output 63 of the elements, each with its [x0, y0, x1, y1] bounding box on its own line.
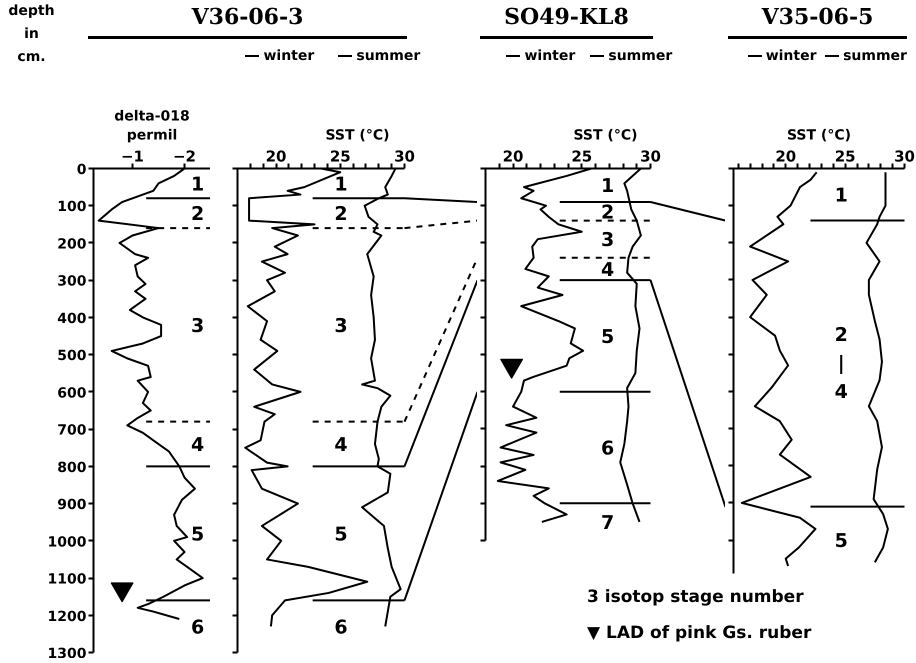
y-tick-label: 700: [57, 422, 87, 439]
annotation: 3: [600, 229, 614, 252]
annotation: 2: [334, 203, 348, 226]
x-axis-title: SST (°C): [325, 128, 390, 144]
y-tick-label: 400: [57, 310, 87, 327]
annotation: 2: [191, 203, 204, 226]
annotation: 6: [334, 616, 348, 638]
legend-label: summer: [607, 48, 674, 64]
x-tick-label: 30: [640, 148, 661, 166]
annotation: 5: [191, 523, 204, 546]
x-tick-label: 25: [571, 148, 592, 166]
annotation: 2 | 4: [834, 324, 848, 404]
text: ▼ LAD of pink Gs. ruber: [587, 623, 812, 643]
x-axis-title: delta-018 permil: [114, 108, 190, 144]
y-tick-label: 0: [76, 162, 87, 178]
text: 3 isotop stage number: [587, 587, 804, 607]
legend-label: winter: [262, 48, 316, 64]
y-axis-title: depth in cm.: [7, 2, 56, 67]
annotation: 4: [334, 434, 348, 456]
legend-label: summer: [355, 48, 422, 64]
annotation: 6: [600, 438, 614, 460]
annotation: 4: [600, 258, 614, 281]
annotation: 1: [834, 184, 848, 207]
y-tick-label: 1200: [48, 608, 87, 625]
annotation: 5: [600, 326, 614, 348]
x-tick-label: −1: [120, 148, 144, 166]
x-axis-title: SST (°C): [786, 128, 852, 144]
y-tick-label: 600: [57, 385, 87, 402]
annotation: 6: [191, 616, 204, 638]
x-axis-title: SST (°C): [573, 128, 638, 144]
chart-title: SO49-KL8: [480, 0, 653, 39]
x-tick-label: 20: [502, 148, 524, 166]
annotation: 3: [334, 314, 348, 337]
annotation: 3: [191, 314, 204, 337]
annotation: 1: [600, 175, 614, 198]
legend-label: winter: [764, 48, 818, 64]
annotation: 1: [191, 173, 204, 196]
annotation: 5: [334, 523, 348, 546]
annotation: 5: [834, 530, 848, 552]
y-tick-label: 1300: [48, 646, 87, 662]
y-tick-label: 1000: [48, 534, 87, 550]
y-tick-label: 100: [57, 199, 87, 216]
annotation: 1: [334, 173, 348, 196]
legend-label: winter: [523, 48, 576, 64]
y-tick-label: 800: [57, 460, 87, 476]
x-tick-label: 25: [834, 148, 856, 166]
x-tick-label: 20: [775, 148, 796, 166]
x-tick-label: 30: [894, 148, 915, 166]
y-tick-label: 500: [57, 348, 87, 364]
y-tick-label: 1100: [48, 572, 87, 588]
x-tick-label: 20: [266, 148, 286, 166]
y-tick-label: 900: [57, 497, 87, 514]
x-tick-label: −2: [172, 148, 196, 166]
x-tick-label: 25: [330, 148, 351, 166]
y-tick-label: 200: [57, 236, 87, 252]
annotation: 4: [191, 434, 204, 456]
chart-title: V35-06-5: [728, 0, 907, 39]
annotation: 2: [600, 201, 614, 224]
legend-label: summer: [842, 48, 908, 64]
chart-title: V36-06-3: [88, 0, 407, 39]
x-tick-label: 30: [394, 148, 415, 166]
y-tick-label: 300: [57, 274, 87, 290]
annotation: 7: [600, 512, 614, 534]
